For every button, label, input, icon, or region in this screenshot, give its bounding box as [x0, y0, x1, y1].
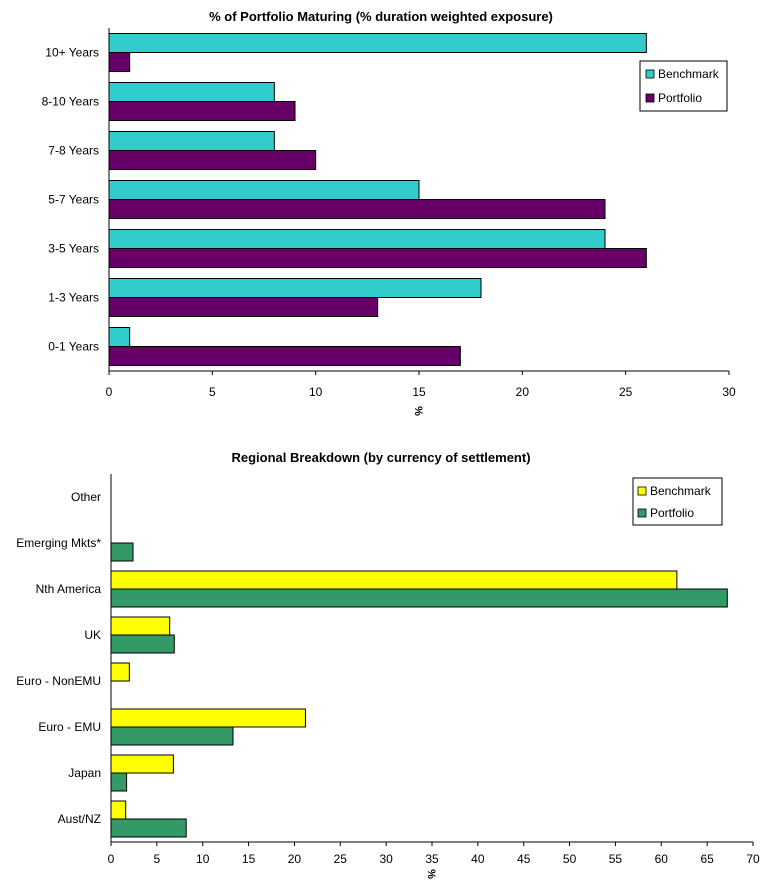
legend-swatch-benchmark	[645, 69, 655, 79]
bar-portfolio-7-8-years	[108, 150, 317, 170]
bar-benchmark-3-5-years	[108, 229, 606, 249]
maturity-x-ticks: 0 5 10 15 20 25 30	[106, 371, 736, 399]
category-label-emerging-mkts: Emerging Mkts*	[16, 536, 101, 550]
x-tick-label-15: 15	[242, 852, 256, 866]
x-tick-label-20: 20	[288, 852, 302, 866]
bar-portfolio-8-10-years	[108, 101, 296, 121]
x-tick-label-50: 50	[563, 852, 577, 866]
bar-benchmark-japan	[110, 754, 174, 774]
regional-chart: Regional Breakdown (by currency of settl…	[16, 450, 760, 879]
category-label-0-1-years: 0-1 Years	[48, 340, 99, 354]
x-tick-label-5: 5	[154, 852, 161, 866]
regional-legend-box	[632, 477, 723, 526]
maturity-legend: Benchmark Portfolio	[639, 60, 728, 112]
x-tick-label-45: 45	[517, 852, 531, 866]
bar-benchmark-7-8-years	[108, 131, 275, 151]
regional-x-ticks: 0 5 10 15 20 25 30 35 40 45 50 55 60 65 70	[108, 842, 760, 866]
x-tick-label-65: 65	[700, 852, 714, 866]
category-label-euro-emu: Euro - EMU	[38, 720, 101, 734]
bar-benchmark-euro-emu	[110, 708, 306, 728]
x-tick-label-60: 60	[655, 852, 669, 866]
x-tick-label-40: 40	[471, 852, 485, 866]
x-tick-label-5: 5	[209, 385, 216, 399]
x-tick-label-10: 10	[309, 385, 323, 399]
bar-portfolio-japan	[110, 772, 128, 792]
category-label-uk: UK	[84, 628, 101, 642]
category-label-1-3-years: 1-3 Years	[48, 291, 99, 305]
x-tick-label-25: 25	[334, 852, 348, 866]
legend-label-portfolio: Portfolio	[650, 506, 694, 520]
x-tick-label-25: 25	[619, 385, 633, 399]
x-tick-label-55: 55	[609, 852, 623, 866]
legend-swatch-portfolio	[645, 93, 655, 103]
x-tick-label-35: 35	[425, 852, 439, 866]
maturity-x-axis-label: %	[412, 406, 424, 416]
bar-benchmark-0-1-years	[108, 327, 131, 347]
regional-category-labels: Aust/NZ Japan Euro - EMU Euro - NonEMU UK Nth…	[16, 490, 101, 826]
bar-benchmark-nth-america	[110, 570, 678, 590]
maturity-category-labels: 0-1 Years 1-3 Years 3-5 Years 5-7 Years 7-8 …	[42, 46, 99, 354]
maturity-chart: % of Portfolio Maturing (% duration weig…	[42, 9, 736, 416]
maturity-chart-title: % of Portfolio Maturing (% duration weig…	[209, 9, 553, 24]
regional-x-axis-label: %	[425, 869, 437, 879]
category-label-7-8-years: 7-8 Years	[48, 144, 99, 158]
maturity-legend-box	[639, 60, 728, 112]
category-label-8-10-years: 8-10 Years	[42, 95, 99, 109]
bar-benchmark-8-10-years	[108, 82, 275, 102]
bar-benchmark-uk	[110, 616, 171, 636]
x-tick-label-30: 30	[379, 852, 393, 866]
bar-portfolio-euro-emu	[110, 726, 234, 746]
bar-portfolio-0-1-years	[108, 346, 461, 366]
legend-label-benchmark: Benchmark	[650, 484, 712, 498]
bar-portfolio-emerging-mkts	[110, 542, 134, 562]
category-label-euro-nonemu: Euro - NonEMU	[16, 674, 101, 688]
category-label-10-years: 10+ Years	[45, 46, 99, 60]
category-label-other: Other	[71, 490, 101, 504]
bar-portfolio-1-3-years	[108, 297, 379, 317]
bar-portfolio-10-years	[108, 52, 131, 72]
bar-benchmark-5-7-years	[108, 180, 420, 200]
category-label-5-7-years: 5-7 Years	[48, 193, 99, 207]
bar-portfolio-uk	[110, 634, 175, 654]
x-tick-label-70: 70	[746, 852, 760, 866]
x-tick-label-15: 15	[412, 385, 426, 399]
bar-portfolio-3-5-years	[108, 248, 647, 268]
bar-benchmark-euro-nonemu	[110, 662, 130, 682]
legend-label-benchmark: Benchmark	[658, 67, 720, 81]
legend-swatch-portfolio	[637, 508, 647, 518]
maturity-bars	[108, 33, 647, 366]
regional-chart-title: Regional Breakdown (by currency of settl…	[231, 450, 530, 465]
regional-bars	[110, 542, 728, 838]
bar-portfolio-aust-nz	[110, 818, 187, 838]
x-tick-label-10: 10	[196, 852, 210, 866]
x-tick-label-0: 0	[108, 852, 115, 866]
bar-portfolio-5-7-years	[108, 199, 606, 219]
bar-benchmark-aust-nz	[110, 800, 127, 820]
regional-legend: Benchmark Portfolio	[632, 477, 723, 526]
x-tick-label-0: 0	[106, 385, 113, 399]
category-label-nth-america: Nth America	[36, 582, 102, 596]
bar-benchmark-10-years	[108, 33, 647, 53]
bar-portfolio-nth-america	[110, 588, 728, 608]
x-tick-label-20: 20	[516, 385, 530, 399]
legend-swatch-benchmark	[637, 486, 647, 496]
category-label-japan: Japan	[68, 766, 101, 780]
x-tick-label-30: 30	[722, 385, 736, 399]
legend-label-portfolio: Portfolio	[658, 91, 702, 105]
category-label-aust-nz: Aust/NZ	[58, 812, 101, 826]
category-label-3-5-years: 3-5 Years	[48, 242, 99, 256]
bar-benchmark-1-3-years	[108, 278, 482, 298]
